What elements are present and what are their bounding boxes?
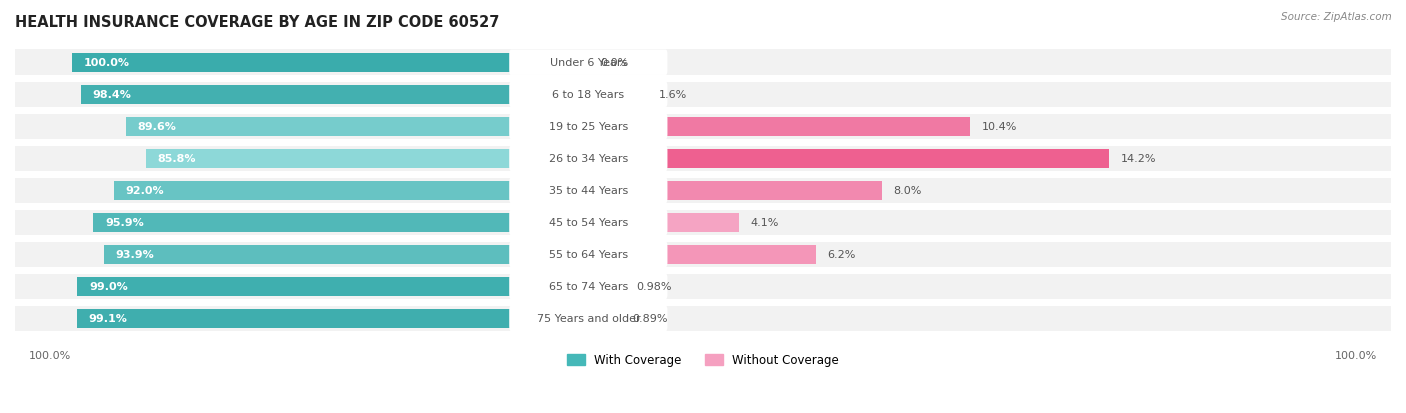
Text: 95.9%: 95.9% bbox=[105, 218, 143, 228]
Text: Under 6 Years: Under 6 Years bbox=[550, 58, 627, 68]
Bar bbox=[114, 182, 588, 200]
Text: 6 to 18 Years: 6 to 18 Years bbox=[553, 90, 624, 100]
Bar bbox=[127, 118, 588, 136]
Text: 4.1%: 4.1% bbox=[751, 218, 779, 228]
FancyBboxPatch shape bbox=[509, 274, 668, 299]
Bar bbox=[15, 146, 1391, 172]
Bar bbox=[588, 309, 621, 328]
Text: 26 to 34 Years: 26 to 34 Years bbox=[548, 154, 628, 164]
Bar bbox=[72, 54, 588, 72]
FancyBboxPatch shape bbox=[509, 306, 668, 331]
Text: 100.0%: 100.0% bbox=[1334, 350, 1378, 360]
Bar bbox=[104, 245, 588, 264]
Text: 14.2%: 14.2% bbox=[1121, 154, 1156, 164]
Text: 89.6%: 89.6% bbox=[138, 122, 176, 132]
Text: 35 to 44 Years: 35 to 44 Years bbox=[548, 186, 628, 196]
Text: 98.4%: 98.4% bbox=[91, 90, 131, 100]
FancyBboxPatch shape bbox=[509, 242, 668, 268]
FancyBboxPatch shape bbox=[509, 83, 668, 108]
Bar bbox=[77, 309, 588, 328]
Bar bbox=[15, 114, 1391, 140]
Text: 6.2%: 6.2% bbox=[827, 250, 856, 260]
Text: 65 to 74 Years: 65 to 74 Years bbox=[548, 282, 628, 292]
Text: 92.0%: 92.0% bbox=[125, 186, 163, 196]
Text: 55 to 64 Years: 55 to 64 Years bbox=[548, 250, 628, 260]
FancyBboxPatch shape bbox=[509, 50, 668, 76]
Bar bbox=[15, 274, 1391, 299]
Bar bbox=[15, 50, 1391, 76]
Bar bbox=[77, 278, 588, 296]
Text: 100.0%: 100.0% bbox=[28, 350, 72, 360]
Bar bbox=[588, 182, 882, 200]
Text: HEALTH INSURANCE COVERAGE BY AGE IN ZIP CODE 60527: HEALTH INSURANCE COVERAGE BY AGE IN ZIP … bbox=[15, 15, 499, 30]
Bar bbox=[588, 150, 1109, 168]
Text: 99.0%: 99.0% bbox=[89, 282, 128, 292]
Text: Source: ZipAtlas.com: Source: ZipAtlas.com bbox=[1281, 12, 1392, 22]
Text: 0.89%: 0.89% bbox=[633, 313, 668, 324]
FancyBboxPatch shape bbox=[509, 178, 668, 204]
Text: 99.1%: 99.1% bbox=[89, 313, 128, 324]
Bar bbox=[15, 210, 1391, 235]
FancyBboxPatch shape bbox=[509, 114, 668, 140]
Text: 19 to 25 Years: 19 to 25 Years bbox=[548, 122, 628, 132]
FancyBboxPatch shape bbox=[509, 210, 668, 235]
Bar bbox=[15, 178, 1391, 204]
Text: 10.4%: 10.4% bbox=[981, 122, 1017, 132]
Bar bbox=[588, 86, 647, 104]
Bar bbox=[15, 82, 1391, 108]
Text: 85.8%: 85.8% bbox=[157, 154, 195, 164]
Text: 93.9%: 93.9% bbox=[115, 250, 155, 260]
Bar bbox=[146, 150, 588, 168]
Bar bbox=[15, 306, 1391, 331]
Text: 45 to 54 Years: 45 to 54 Years bbox=[548, 218, 628, 228]
Text: 75 Years and older: 75 Years and older bbox=[537, 313, 640, 324]
Bar bbox=[588, 245, 815, 264]
Bar bbox=[588, 118, 970, 136]
Text: 1.6%: 1.6% bbox=[658, 90, 686, 100]
Text: 0.0%: 0.0% bbox=[600, 58, 628, 68]
Legend: With Coverage, Without Coverage: With Coverage, Without Coverage bbox=[562, 349, 844, 371]
Text: 0.98%: 0.98% bbox=[636, 282, 671, 292]
Text: 100.0%: 100.0% bbox=[84, 58, 129, 68]
FancyBboxPatch shape bbox=[509, 146, 668, 172]
Bar bbox=[80, 86, 588, 104]
Bar bbox=[15, 242, 1391, 268]
Bar bbox=[93, 214, 588, 232]
Bar bbox=[588, 278, 624, 296]
Bar bbox=[588, 214, 738, 232]
Text: 8.0%: 8.0% bbox=[893, 186, 922, 196]
